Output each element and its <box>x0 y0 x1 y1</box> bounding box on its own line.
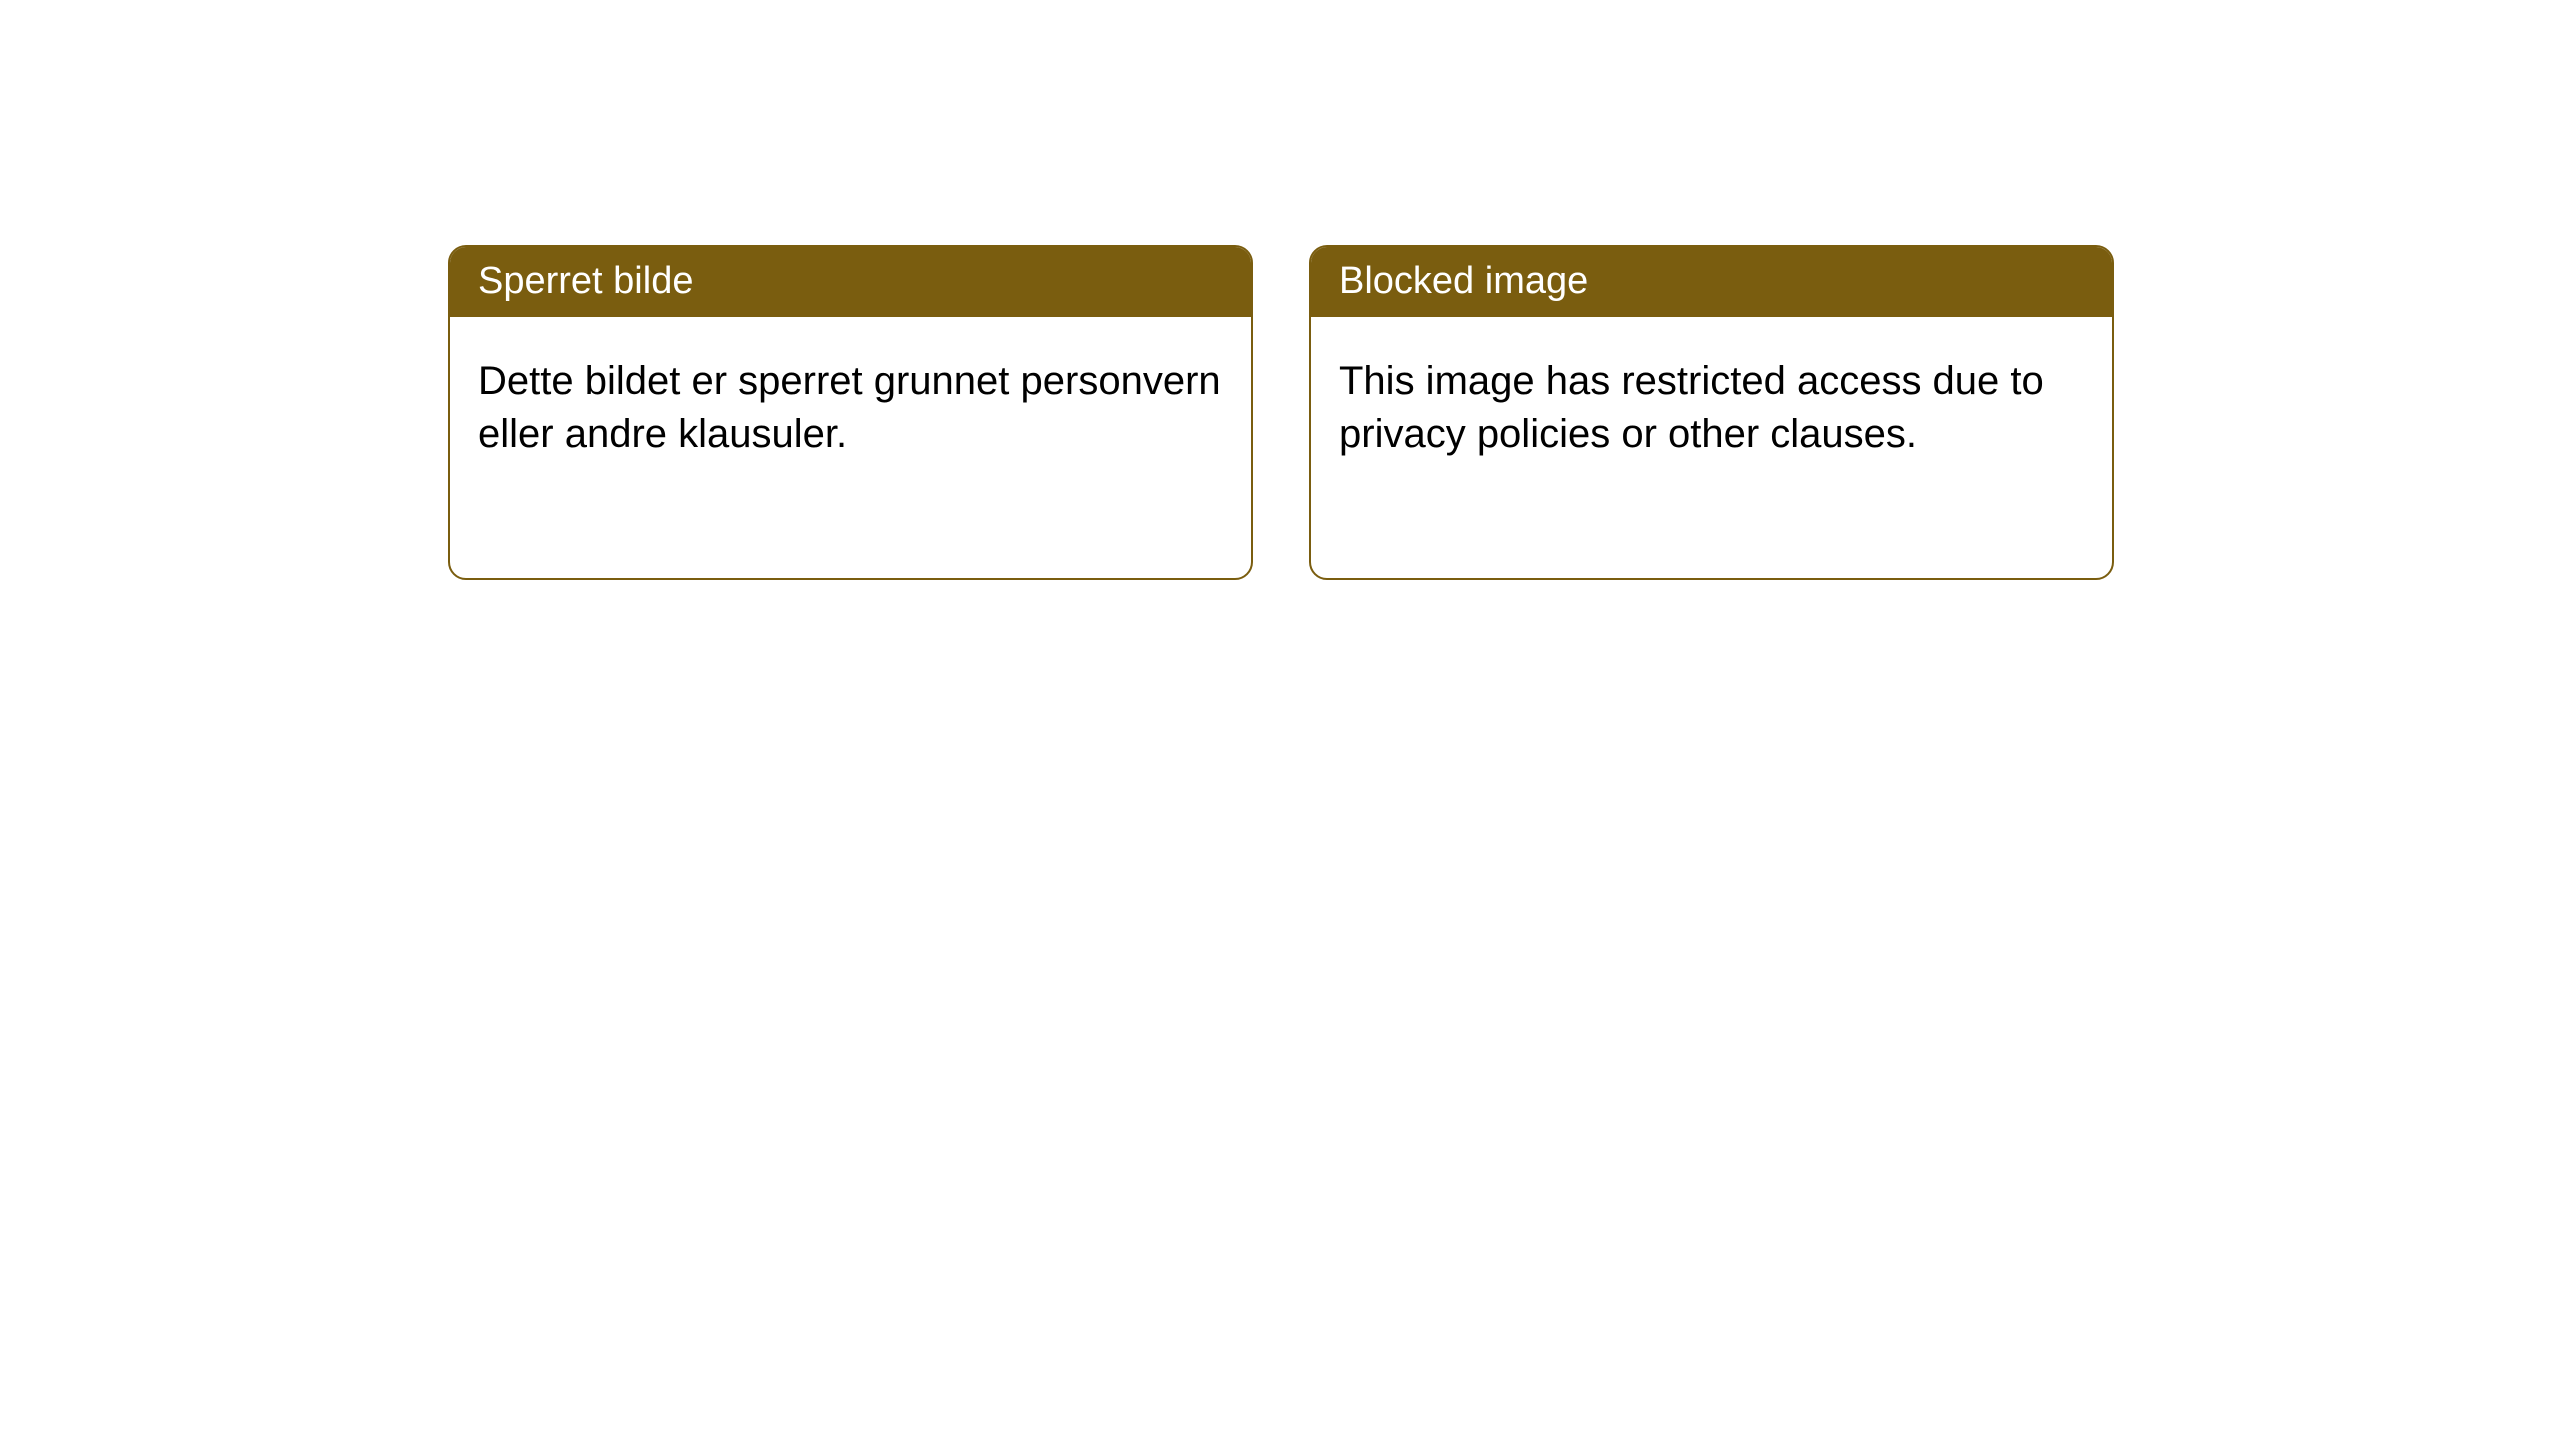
notice-title: Sperret bilde <box>478 260 693 302</box>
notice-text: Dette bildet er sperret grunnet personve… <box>478 359 1221 456</box>
notice-body-en: This image has restricted access due to … <box>1311 317 2112 499</box>
notice-header-no: Sperret bilde <box>450 247 1251 317</box>
notice-card-en: Blocked image This image has restricted … <box>1309 245 2114 580</box>
notice-body-no: Dette bildet er sperret grunnet personve… <box>450 317 1251 499</box>
notice-title: Blocked image <box>1339 260 1588 302</box>
notice-card-no: Sperret bilde Dette bildet er sperret gr… <box>448 245 1253 580</box>
notice-header-en: Blocked image <box>1311 247 2112 317</box>
notices-container: Sperret bilde Dette bildet er sperret gr… <box>0 0 2560 580</box>
notice-text: This image has restricted access due to … <box>1339 359 2044 456</box>
